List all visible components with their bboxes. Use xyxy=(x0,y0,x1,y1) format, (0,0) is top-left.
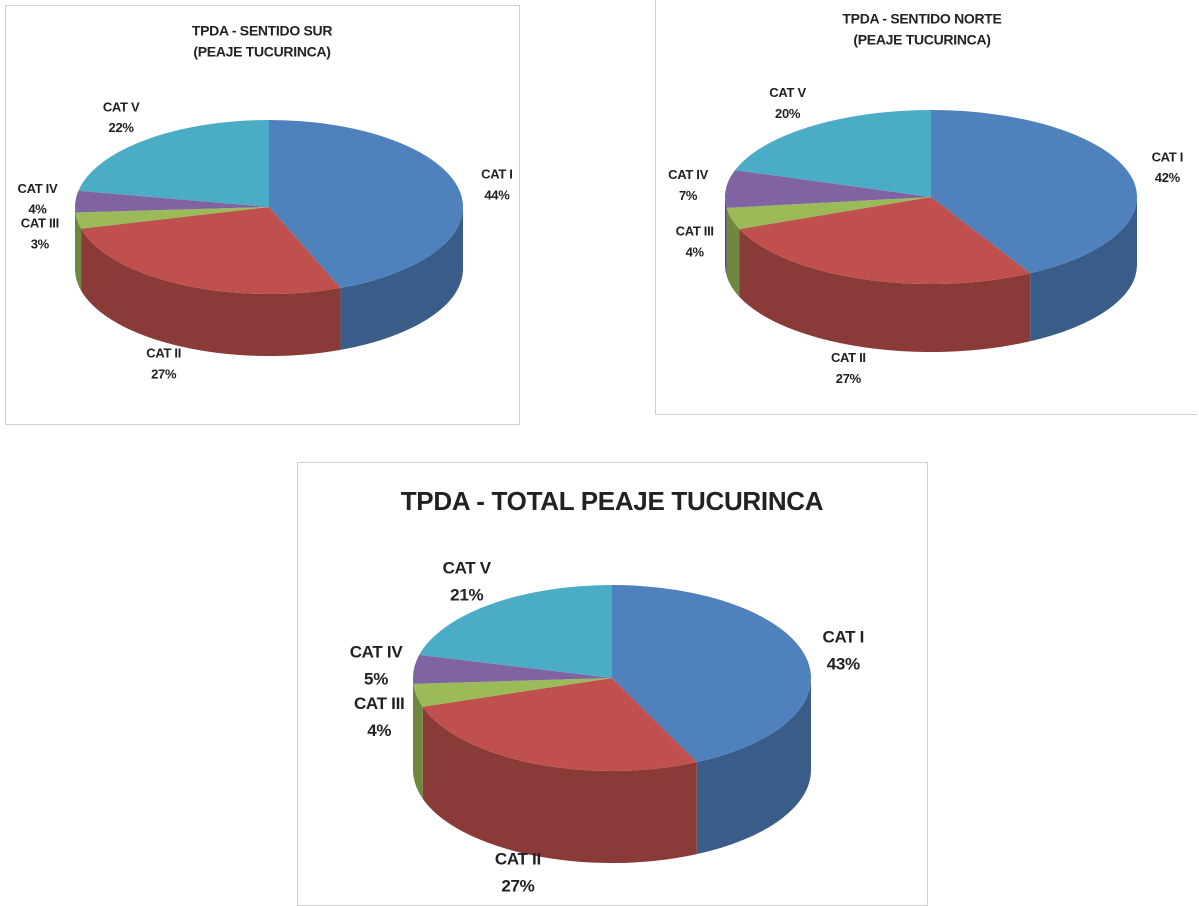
category-label: CAT I xyxy=(822,627,864,646)
category-label: CAT III xyxy=(676,224,714,239)
value-label: 5% xyxy=(364,670,388,689)
value-label: 20% xyxy=(775,106,801,121)
pie-side xyxy=(81,228,341,357)
value-label: 4% xyxy=(686,244,705,259)
pie-slice xyxy=(735,110,931,197)
pie-side xyxy=(340,207,463,350)
value-label: 43% xyxy=(827,655,860,674)
chart-title: TPDA - SENTIDO NORTE xyxy=(842,11,1001,27)
pie-side xyxy=(75,212,82,291)
value-label: 4% xyxy=(28,202,47,217)
chart-title: (PEAJE TUCURINCA) xyxy=(853,32,990,48)
pie-slice xyxy=(725,170,931,208)
value-label: 44% xyxy=(484,187,510,202)
pie-side xyxy=(422,706,697,863)
value-label: 3% xyxy=(31,237,50,252)
category-label: CAT IV xyxy=(668,167,708,182)
pie-slice xyxy=(78,120,269,207)
category-label: CAT II xyxy=(495,849,541,868)
category-label: CAT II xyxy=(146,346,181,361)
pie-slice xyxy=(413,678,612,707)
value-label: 7% xyxy=(679,188,698,203)
pie-slice xyxy=(931,110,1137,274)
category-label: CAT V xyxy=(103,99,140,114)
pie-side xyxy=(726,207,740,298)
pie-side xyxy=(696,678,811,855)
chart-title: (PEAJE TUCURINCA) xyxy=(193,44,330,60)
chart-frame xyxy=(655,0,1197,415)
category-label: CAT II xyxy=(831,350,866,365)
value-label: 42% xyxy=(1155,170,1181,185)
pie-slice xyxy=(81,207,341,295)
pie-side xyxy=(724,197,727,276)
category-label: CAT III xyxy=(354,694,404,713)
pie-slice xyxy=(419,585,612,678)
category-label: CAT III xyxy=(21,216,59,231)
pie-slice xyxy=(269,120,464,288)
pie-side xyxy=(1030,197,1137,342)
value-label: 4% xyxy=(367,721,391,740)
category-label: CAT I xyxy=(481,166,512,181)
value-label: 21% xyxy=(450,585,483,604)
category-label: CAT I xyxy=(1152,149,1183,164)
pie-slice xyxy=(726,197,931,230)
pie-side xyxy=(739,229,1031,352)
value-label: 22% xyxy=(109,120,135,135)
pie-slice xyxy=(739,197,1031,284)
pie-slice xyxy=(612,585,811,763)
category-label: CAT IV xyxy=(350,642,404,661)
pie-slice xyxy=(413,654,612,684)
pie-slice xyxy=(74,190,269,213)
category-label: CAT IV xyxy=(18,181,58,196)
pie-slice xyxy=(75,207,269,229)
value-label: 27% xyxy=(501,877,534,896)
value-label: 27% xyxy=(151,367,177,382)
value-label: 27% xyxy=(836,371,862,386)
chart-title: TPDA - SENTIDO SUR xyxy=(192,23,332,39)
category-label: CAT V xyxy=(443,558,492,577)
chart-title: TPDA - TOTAL PEAJE TUCURINCA xyxy=(401,486,824,516)
pie-side xyxy=(413,683,423,799)
category-label: CAT V xyxy=(769,85,806,100)
pie-slice xyxy=(422,678,697,771)
